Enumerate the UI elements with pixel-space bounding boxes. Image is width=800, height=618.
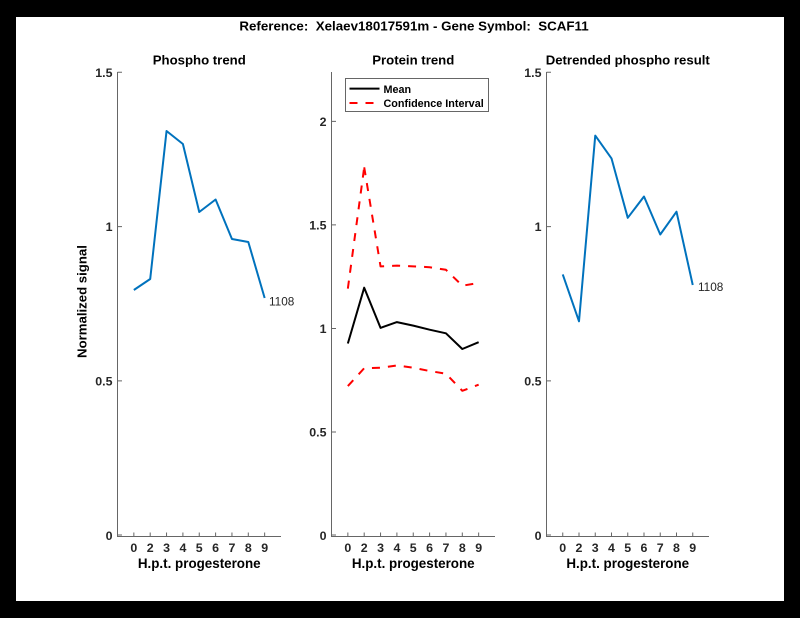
svg-text:H.p.t. progesterone: H.p.t. progesterone <box>352 556 475 571</box>
svg-text:3: 3 <box>163 541 170 555</box>
svg-text:Reference: Xelaev18017591m -: Reference: Xelaev18017591m - Gene Symbol… <box>239 18 589 33</box>
svg-text:Detrended phospho result: Detrended phospho result <box>546 52 711 67</box>
svg-text:0: 0 <box>130 541 137 555</box>
svg-text:1: 1 <box>535 220 542 234</box>
svg-text:3: 3 <box>592 541 599 555</box>
svg-text:7: 7 <box>228 541 235 555</box>
svg-text:0: 0 <box>559 541 566 555</box>
svg-text:Normalized signal: Normalized signal <box>75 245 90 358</box>
svg-text:6: 6 <box>212 541 219 555</box>
svg-text:0: 0 <box>344 541 351 555</box>
svg-text:8: 8 <box>459 541 466 555</box>
svg-text:8: 8 <box>673 541 680 555</box>
svg-text:H.p.t. progesterone: H.p.t. progesterone <box>566 556 689 571</box>
svg-text:Phospho trend: Phospho trend <box>153 52 246 67</box>
svg-text:1108: 1108 <box>269 295 295 309</box>
svg-text:1.5: 1.5 <box>95 66 112 80</box>
svg-text:0.5: 0.5 <box>524 375 541 389</box>
svg-text:5: 5 <box>624 541 631 555</box>
svg-text:0.5: 0.5 <box>95 375 112 389</box>
svg-text:Protein trend: Protein trend <box>372 52 454 67</box>
svg-text:9: 9 <box>475 541 482 555</box>
svg-text:Mean: Mean <box>384 84 412 96</box>
svg-text:8: 8 <box>245 541 252 555</box>
svg-text:2: 2 <box>361 541 368 555</box>
svg-text:3: 3 <box>377 541 384 555</box>
svg-text:4: 4 <box>608 541 615 555</box>
svg-text:1.5: 1.5 <box>309 219 326 233</box>
svg-text:1: 1 <box>320 322 327 336</box>
svg-text:4: 4 <box>179 541 186 555</box>
svg-text:2: 2 <box>320 115 327 129</box>
svg-text:0.5: 0.5 <box>309 426 326 440</box>
svg-text:1.5: 1.5 <box>524 66 541 80</box>
svg-text:1: 1 <box>106 220 113 234</box>
svg-text:6: 6 <box>426 541 433 555</box>
svg-text:0: 0 <box>535 529 542 543</box>
svg-text:1108: 1108 <box>698 280 724 294</box>
svg-text:7: 7 <box>657 541 664 555</box>
svg-text:4: 4 <box>393 541 400 555</box>
svg-text:2: 2 <box>147 541 154 555</box>
svg-text:5: 5 <box>410 541 417 555</box>
svg-text:9: 9 <box>689 541 696 555</box>
svg-text:H.p.t. progesterone: H.p.t. progesterone <box>138 556 261 571</box>
svg-text:5: 5 <box>196 541 203 555</box>
svg-text:6: 6 <box>641 541 648 555</box>
svg-text:Confidence Interval: Confidence Interval <box>384 98 484 110</box>
svg-text:9: 9 <box>261 541 268 555</box>
svg-text:0: 0 <box>106 529 113 543</box>
svg-text:2: 2 <box>576 541 583 555</box>
svg-text:0: 0 <box>320 529 327 543</box>
svg-text:7: 7 <box>442 541 449 555</box>
